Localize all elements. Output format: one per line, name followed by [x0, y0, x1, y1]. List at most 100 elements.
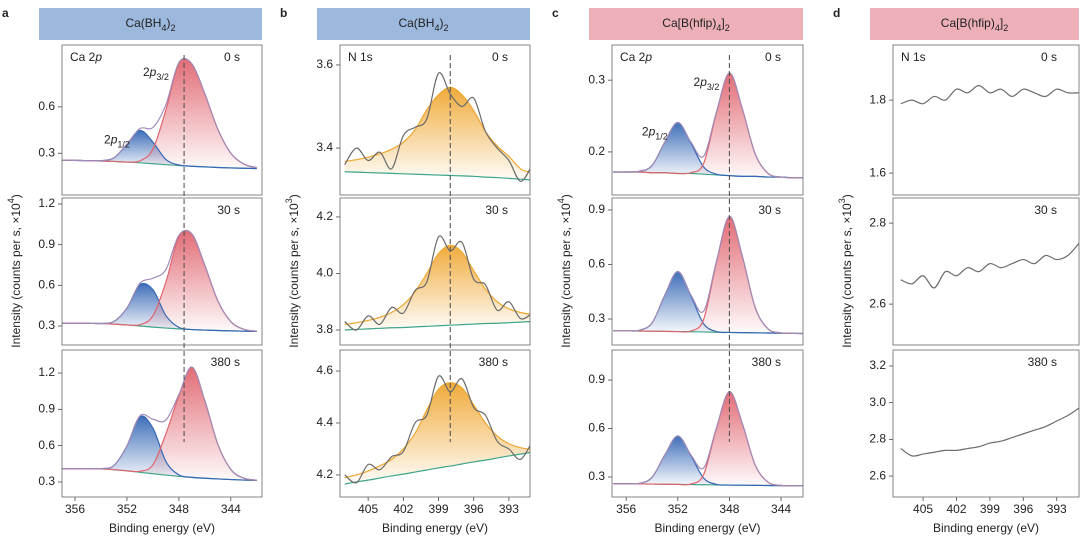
plot-frame [611, 197, 804, 346]
core-level-label: Ca 2p [620, 50, 652, 64]
y-tick-label: 3.0 [869, 395, 886, 409]
header-title: Ca[B(hfip)4]2 [662, 16, 729, 33]
text-part: p [110, 133, 118, 147]
peak-area [613, 391, 803, 486]
text-part: Ca[B(hfip) [941, 16, 995, 30]
x-tick-label: 356 [65, 502, 85, 516]
text-part: p [149, 65, 157, 79]
y-tick-label: 0.3 [588, 311, 605, 325]
spectrum-line [613, 72, 803, 179]
header-bar [589, 8, 803, 40]
y-tick-label: 0.6 [38, 278, 55, 292]
text-part: 2 [104, 133, 111, 147]
text-part: ) [287, 194, 301, 198]
text-part: 2 [143, 65, 150, 79]
text-part: p [648, 125, 656, 139]
text-part: 4 [716, 23, 721, 33]
x-tick-label: 399 [429, 502, 449, 516]
y-axis-label: Intensity (counts per s, ×103) [837, 194, 854, 347]
x-tick-label: 399 [980, 502, 1000, 516]
panel-letter: d [833, 6, 840, 20]
y-tick-label: 1.2 [38, 196, 55, 210]
time-label: 30 s [485, 203, 508, 217]
x-tick-label: 348 [169, 502, 189, 516]
x-tick-label: 393 [1047, 502, 1067, 516]
text-part: 2 [1003, 23, 1008, 33]
spectrum-line [62, 58, 257, 169]
text-part: ) [9, 194, 23, 198]
spectrum-line [613, 215, 803, 335]
plot-area [62, 58, 257, 170]
y-tick-label: 2.6 [869, 296, 886, 310]
peak-area [613, 435, 803, 486]
y-tick-label: 0.6 [588, 421, 605, 435]
background-line [344, 171, 530, 181]
y-tick-label: 4.0 [316, 266, 333, 280]
text-part: ) [559, 194, 573, 198]
plot-area [344, 235, 530, 331]
time-label: 0 s [765, 50, 781, 64]
x-tick-label: 348 [719, 502, 739, 516]
x-axis-label: Binding energy (eV) [382, 521, 488, 535]
x-tick-label: 396 [1013, 502, 1033, 516]
y-axis-label: Intensity (counts per s, ×104) [556, 194, 573, 347]
text-part: N 1s [901, 50, 926, 64]
spectrum-line [613, 391, 803, 487]
plot-area [613, 215, 803, 335]
plot-area [900, 407, 1079, 457]
peak-label: 2p1/2 [642, 125, 668, 142]
text-part: Ca 2 [70, 50, 96, 64]
y-tick-label: 0.2 [588, 144, 605, 158]
y-tick-label: 0.3 [38, 474, 55, 488]
text-part: Ca 2 [620, 50, 646, 64]
peak-area [613, 72, 803, 178]
spectrum-line [344, 72, 530, 182]
y-tick-label: 0.3 [38, 145, 55, 159]
plot-frame [611, 44, 804, 196]
y-tick-label: 0.3 [588, 469, 605, 483]
text-part: 4 [995, 23, 1000, 33]
text-part: 4 [556, 198, 566, 203]
spectrum-line [344, 244, 530, 325]
text-part: 2 [725, 23, 730, 33]
time-label: 30 s [758, 203, 781, 217]
peak-area [344, 245, 530, 331]
peak-label: 2p3/2 [143, 65, 169, 82]
y-tick-label: 4.2 [316, 467, 333, 481]
time-label: 0 s [492, 50, 508, 64]
plot-frame [892, 349, 1080, 498]
core-level-label: N 1s [348, 50, 373, 64]
spectrum-line [900, 84, 1079, 105]
plot-area [613, 72, 803, 179]
x-tick-label: 402 [393, 502, 413, 516]
y-tick-label: 3.6 [316, 57, 333, 71]
peak-area [62, 416, 257, 481]
time-label: 380 s [1028, 355, 1057, 369]
peak-area [62, 230, 257, 332]
time-label: 0 s [224, 50, 240, 64]
y-axis-label: Intensity (counts per s, ×104) [6, 194, 23, 347]
y-tick-label: 3.8 [316, 322, 333, 336]
time-label: 30 s [217, 203, 240, 217]
panel-letter: a [2, 6, 9, 20]
text-part: Intensity (counts per s, ×10 [9, 203, 23, 348]
peak-area [613, 216, 803, 334]
spectrum-line [900, 407, 1079, 457]
text-part: Intensity (counts per s, ×10 [559, 203, 573, 348]
text-part: 2 [444, 23, 449, 33]
plot-frame [339, 197, 531, 346]
time-label: 380 s [752, 355, 781, 369]
peak-area [344, 382, 530, 485]
text-part: 4 [434, 23, 439, 33]
text-part: Intensity (counts per s, ×10 [287, 203, 301, 348]
y-tick-label: 2.6 [869, 468, 886, 482]
peak-area [613, 271, 803, 334]
panel-letter: b [280, 6, 287, 20]
spectrum-line [344, 375, 530, 484]
y-tick-label: 3.2 [869, 358, 886, 372]
text-part: Intensity (counts per s, ×10 [840, 203, 854, 348]
plot-area [613, 391, 803, 487]
header-bar [870, 8, 1079, 40]
y-tick-label: 0.6 [588, 257, 605, 271]
plot-frame [892, 197, 1080, 346]
